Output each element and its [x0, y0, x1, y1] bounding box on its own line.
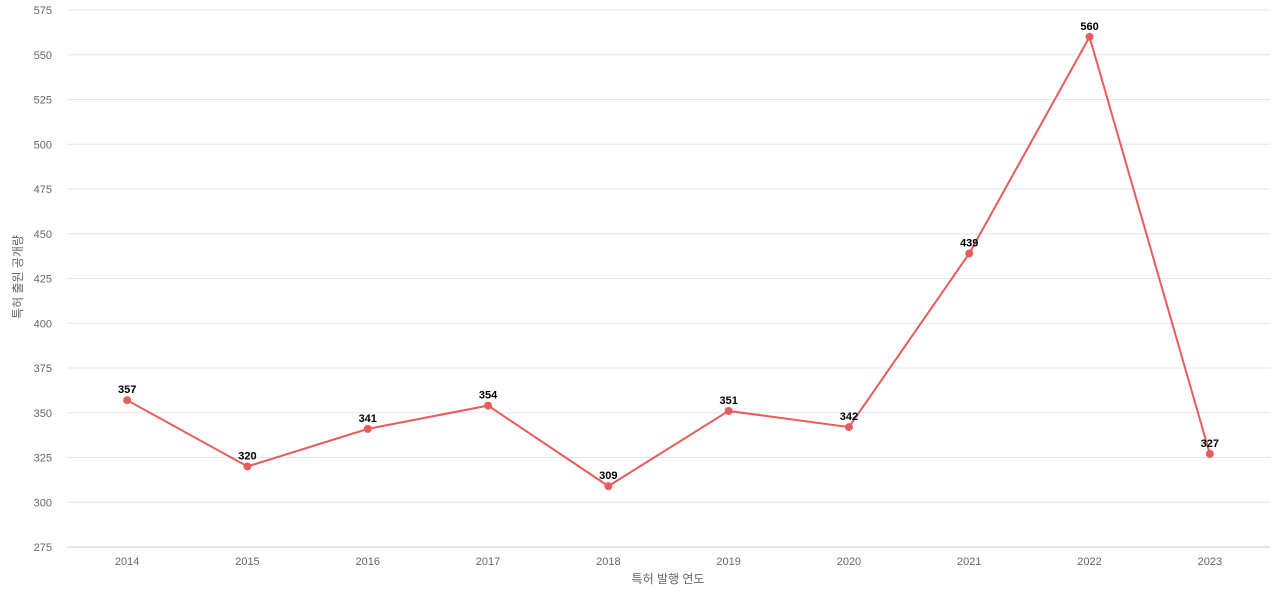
y-axis: 275 300 325 350 375 400 425 450 475 500 525 550 575 — [34, 5, 52, 554]
data-point[interactable] — [243, 462, 252, 471]
y-tick-label: 375 — [34, 363, 52, 375]
y-tick-label: 400 — [34, 318, 52, 330]
y-tick-label: 500 — [34, 139, 52, 151]
y-tick-label: 450 — [34, 229, 52, 241]
data-label-layer: 357 320 341 354 309 351 342 439 560 327 — [118, 21, 1219, 482]
y-axis-title: 특허 출원 공개량 — [11, 235, 25, 319]
x-tick-label: 2021 — [957, 556, 981, 568]
x-tick-label: 2020 — [837, 556, 861, 568]
data-point[interactable] — [604, 482, 613, 491]
x-axis: 2014 2015 2016 2017 2018 2019 2020 2021 2022 2023 — [115, 556, 1222, 568]
x-tick-label: 2023 — [1198, 556, 1222, 568]
data-label: 309 — [599, 470, 617, 482]
data-point[interactable] — [363, 424, 372, 433]
data-point[interactable] — [1205, 449, 1214, 458]
y-tick-label: 550 — [34, 50, 52, 62]
data-point[interactable] — [1085, 32, 1094, 41]
data-label: 439 — [960, 237, 978, 249]
x-tick-label: 2017 — [476, 556, 500, 568]
data-label: 327 — [1201, 438, 1219, 450]
x-tick-label: 2022 — [1077, 556, 1101, 568]
data-point[interactable] — [123, 396, 132, 405]
y-tick-label: 475 — [34, 184, 52, 196]
series-layer — [123, 32, 1214, 491]
x-tick-label: 2015 — [235, 556, 259, 568]
y-tick-label: 525 — [34, 95, 52, 107]
data-label: 354 — [479, 390, 498, 402]
y-tick-label: 350 — [34, 408, 52, 420]
data-label: 320 — [238, 450, 256, 462]
data-point[interactable] — [724, 406, 733, 415]
x-tick-label: 2014 — [115, 556, 139, 568]
y-tick-label: 275 — [34, 542, 52, 554]
y-tick-label: 575 — [34, 5, 52, 17]
y-tick-label: 325 — [34, 453, 52, 465]
data-label: 342 — [840, 411, 858, 423]
data-label: 351 — [719, 395, 737, 407]
y-tick-label: 425 — [34, 274, 52, 286]
x-tick-label: 2018 — [596, 556, 620, 568]
data-point[interactable] — [965, 249, 974, 258]
data-label: 341 — [359, 413, 377, 425]
data-point[interactable] — [844, 423, 853, 432]
grid-layer — [67, 9, 1270, 548]
y-tick-label: 300 — [34, 497, 52, 509]
x-axis-title: 특허 발행 연도 — [632, 571, 705, 586]
data-point[interactable] — [484, 401, 493, 410]
data-label: 357 — [118, 384, 136, 396]
x-tick-label: 2016 — [356, 556, 380, 568]
x-tick-label: 2019 — [716, 556, 740, 568]
data-label: 560 — [1080, 21, 1098, 33]
series-line — [126, 34, 1211, 488]
